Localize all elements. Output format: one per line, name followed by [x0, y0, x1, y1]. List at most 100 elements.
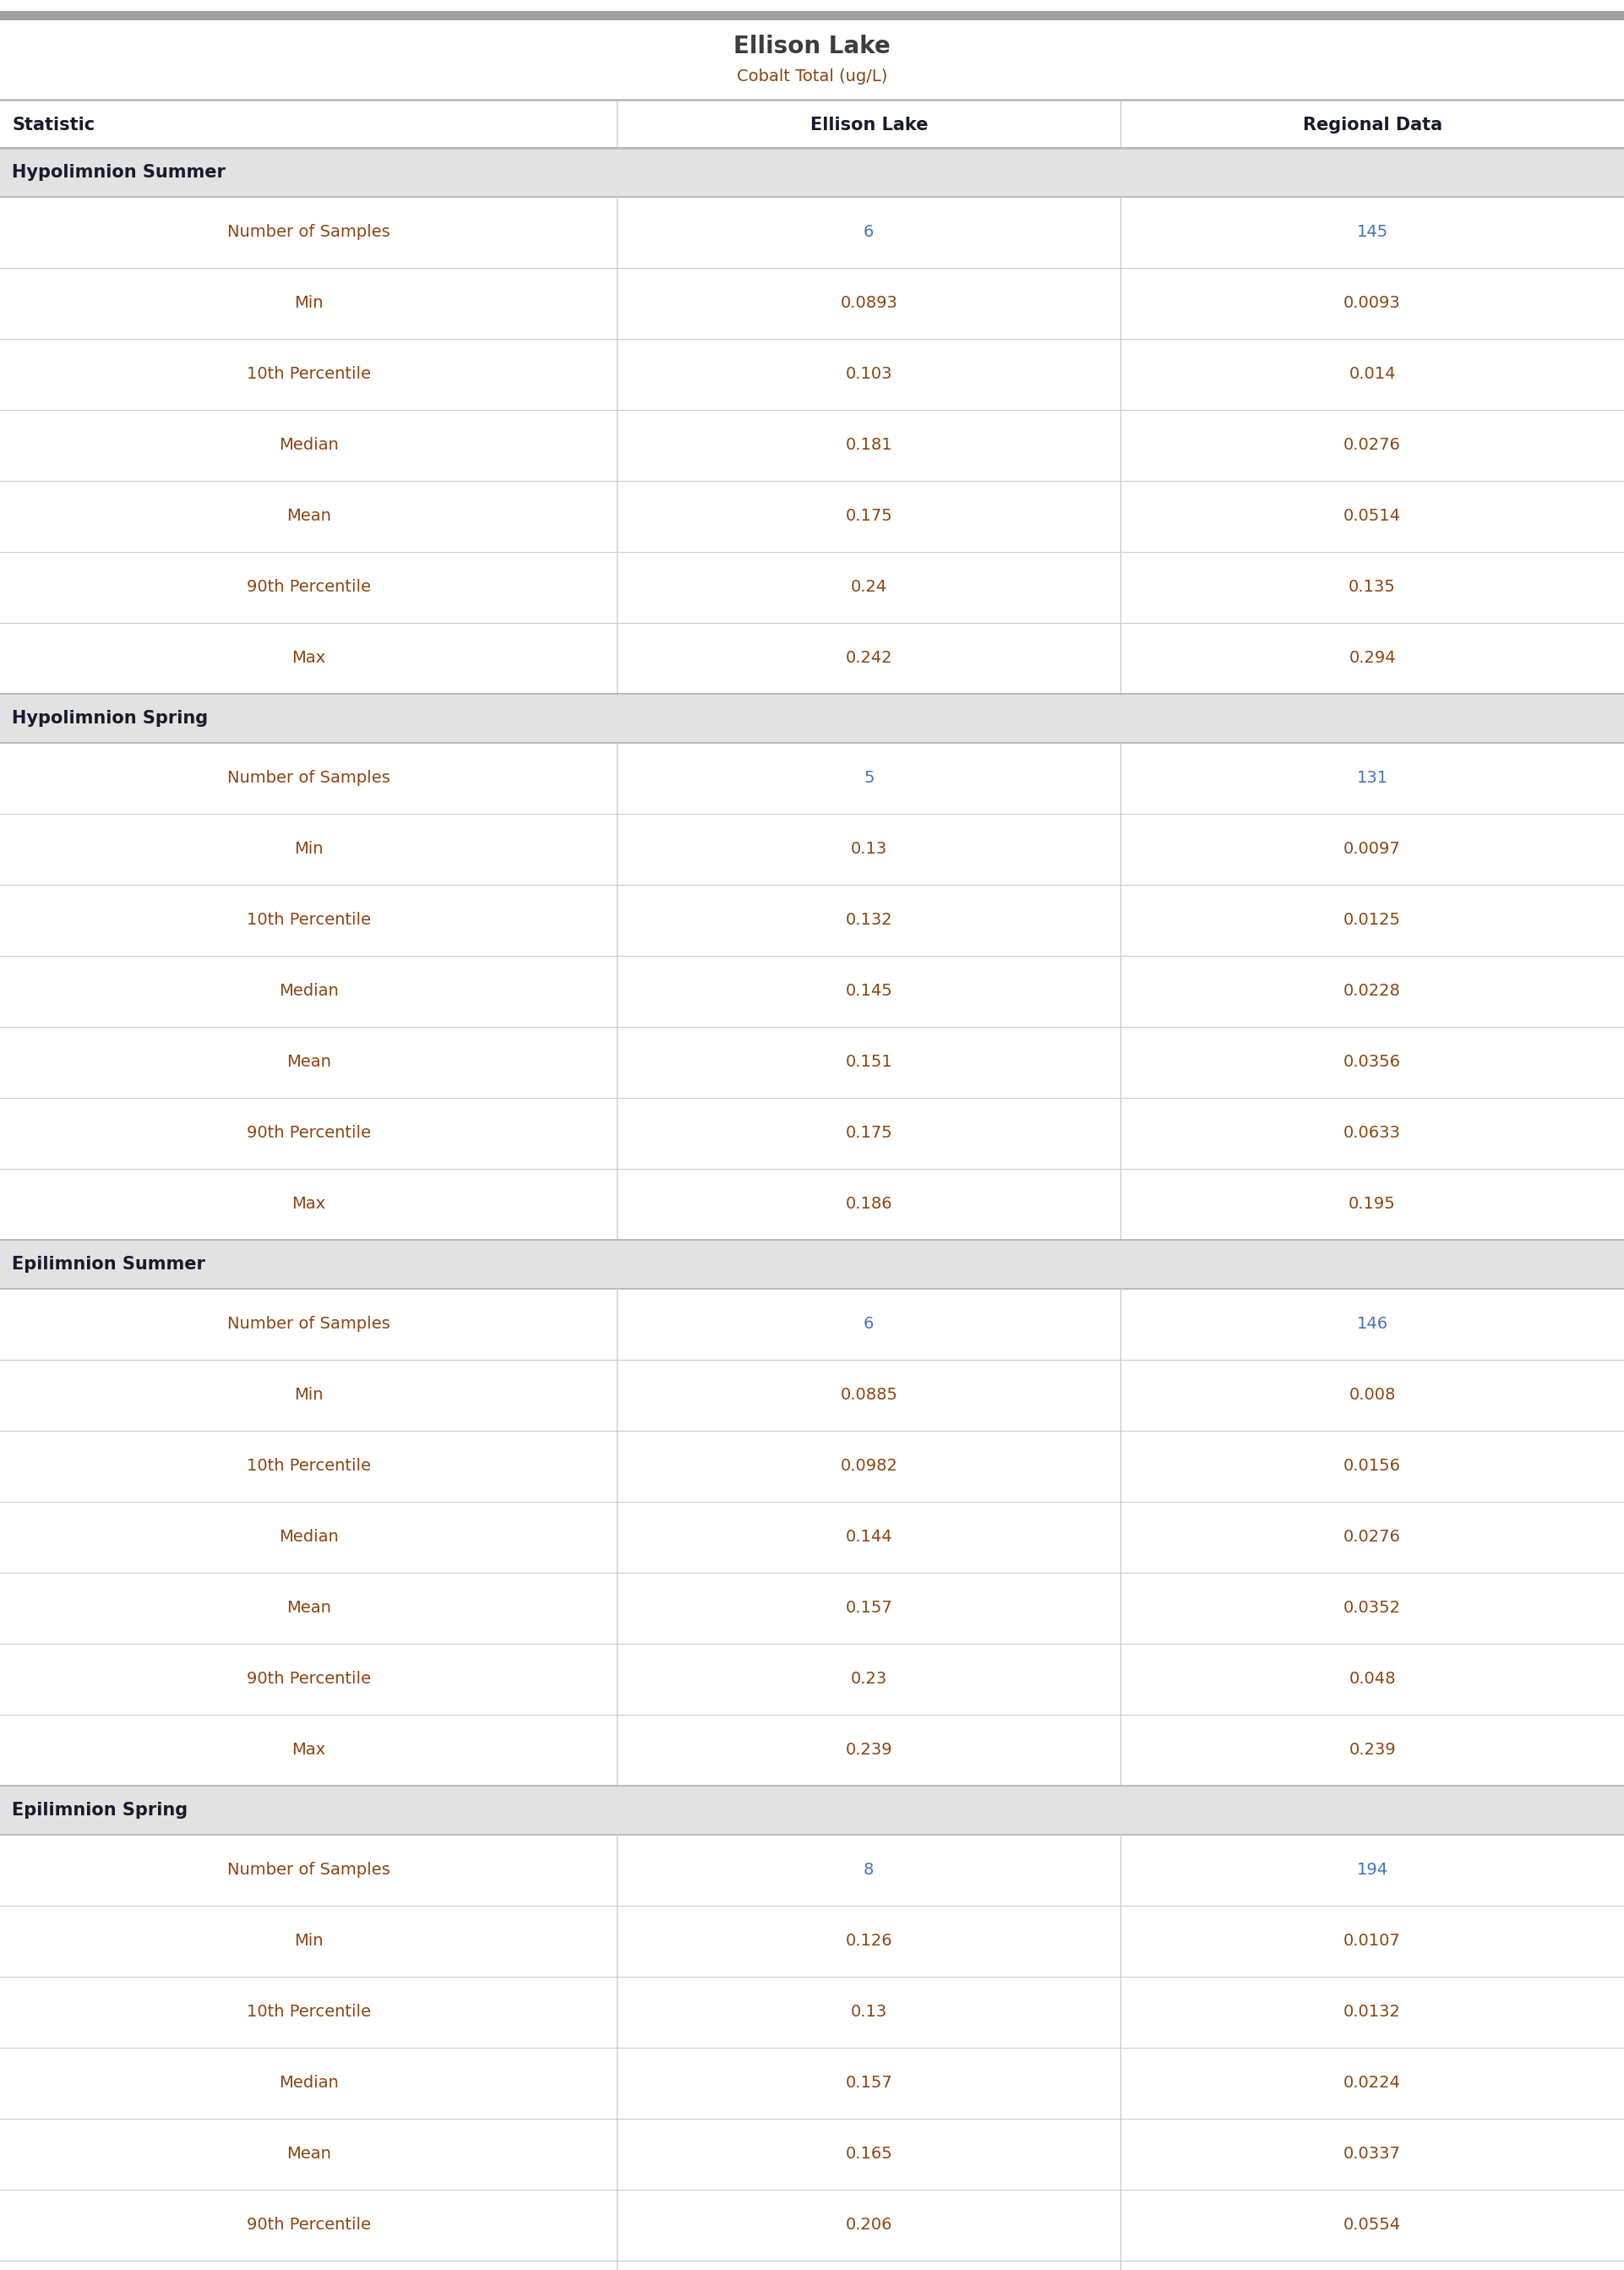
Text: 0.0097: 0.0097	[1343, 842, 1402, 858]
Bar	[0, 1360, 1624, 1430]
Bar	[0, 1169, 1624, 1239]
Text: 0.195: 0.195	[1348, 1196, 1397, 1212]
Text: 0.0125: 0.0125	[1343, 913, 1402, 928]
Text: 0.0224: 0.0224	[1343, 2075, 1402, 2091]
Text: 0.13: 0.13	[851, 842, 887, 858]
Bar	[0, 2191, 1624, 2261]
Text: 0.242: 0.242	[846, 649, 892, 667]
Bar	[0, 338, 1624, 411]
Text: Min: Min	[294, 1934, 323, 1950]
Bar	[0, 197, 1624, 268]
Text: 0.13: 0.13	[851, 2004, 887, 2020]
Text: Ellison Lake: Ellison Lake	[810, 116, 927, 134]
Text: 0.239: 0.239	[846, 1741, 892, 1759]
Bar	[0, 1099, 1624, 1169]
Text: 0.135: 0.135	[1348, 579, 1397, 595]
Text: 145: 145	[1356, 225, 1389, 241]
Text: Statistic: Statistic	[11, 116, 94, 134]
Bar	[0, 411, 1624, 481]
Text: Mean: Mean	[286, 1053, 331, 1071]
Text: 0.0093: 0.0093	[1343, 295, 1402, 311]
Text: 0.0356: 0.0356	[1343, 1053, 1402, 1071]
Bar	[0, 815, 1624, 885]
Text: 0.0132: 0.0132	[1343, 2004, 1402, 2020]
Text: Mean: Mean	[286, 508, 331, 524]
Bar	[0, 1643, 1624, 1714]
Text: 0.0156: 0.0156	[1343, 1457, 1402, 1473]
Text: 90th Percentile: 90th Percentile	[247, 1671, 370, 1687]
Bar	[0, 1573, 1624, 1643]
Text: Regional Data: Regional Data	[1302, 116, 1442, 134]
Bar	[0, 2118, 1624, 2191]
Text: Median: Median	[279, 438, 338, 454]
Text: 0.0276: 0.0276	[1343, 1530, 1402, 1546]
Text: 0.175: 0.175	[844, 508, 893, 524]
Text: 90th Percentile: 90th Percentile	[247, 1126, 370, 1142]
Text: 0.008: 0.008	[1350, 1387, 1395, 1403]
Text: 0.103: 0.103	[846, 365, 892, 381]
Text: Max: Max	[292, 1196, 325, 1212]
Text: 10th Percentile: 10th Percentile	[247, 1457, 370, 1473]
Bar	[0, 148, 1624, 197]
Bar	[0, 1714, 1624, 1786]
Text: Hypolimnion Spring: Hypolimnion Spring	[11, 711, 208, 726]
Text: Number of Samples: Number of Samples	[227, 225, 390, 241]
Text: Median: Median	[279, 983, 338, 999]
Text: Mean: Mean	[286, 2145, 331, 2163]
Text: Max: Max	[292, 1741, 325, 1759]
Bar	[0, 1907, 1624, 1977]
Text: 0.175: 0.175	[844, 1126, 893, 1142]
Bar	[0, 2261, 1624, 2270]
Text: Epilimnion Spring: Epilimnion Spring	[11, 1802, 188, 1818]
Text: 0.0276: 0.0276	[1343, 438, 1402, 454]
Bar	[0, 1503, 1624, 1573]
Text: Min: Min	[294, 842, 323, 858]
Text: Min: Min	[294, 295, 323, 311]
Text: 0.157: 0.157	[844, 1600, 893, 1616]
Text: 0.0554: 0.0554	[1343, 2218, 1402, 2234]
Text: Hypolimnion Summer: Hypolimnion Summer	[11, 163, 226, 182]
Bar	[0, 2048, 1624, 2118]
Bar	[0, 742, 1624, 815]
Text: 0.151: 0.151	[844, 1053, 893, 1071]
Bar	[0, 1430, 1624, 1503]
Bar	[0, 481, 1624, 552]
Text: 0.0982: 0.0982	[840, 1457, 898, 1473]
Text: 0.145: 0.145	[844, 983, 893, 999]
Text: Cobalt Total (ug/L): Cobalt Total (ug/L)	[737, 68, 887, 84]
Text: 0.048: 0.048	[1350, 1671, 1395, 1687]
Text: 131: 131	[1356, 770, 1389, 785]
Bar	[0, 1786, 1624, 1834]
Text: Ellison Lake: Ellison Lake	[734, 34, 890, 59]
Text: 0.144: 0.144	[846, 1530, 892, 1546]
Text: Number of Samples: Number of Samples	[227, 770, 390, 785]
Text: 10th Percentile: 10th Percentile	[247, 913, 370, 928]
Text: 10th Percentile: 10th Percentile	[247, 365, 370, 381]
Bar	[0, 622, 1624, 695]
Text: 0.239: 0.239	[1350, 1741, 1395, 1759]
Text: Number of Samples: Number of Samples	[227, 1317, 390, 1332]
Bar	[0, 1834, 1624, 1907]
Text: 0.0633: 0.0633	[1343, 1126, 1402, 1142]
Text: 0.132: 0.132	[846, 913, 892, 928]
Text: Min: Min	[294, 1387, 323, 1403]
Text: 0.0352: 0.0352	[1343, 1600, 1402, 1616]
Text: Number of Samples: Number of Samples	[227, 1861, 390, 1877]
Text: 0.23: 0.23	[851, 1671, 887, 1687]
Text: Median: Median	[279, 1530, 338, 1546]
Text: 5: 5	[864, 770, 874, 785]
Text: 8: 8	[864, 1861, 874, 1877]
Text: 0.0893: 0.0893	[840, 295, 898, 311]
Text: 0.181: 0.181	[846, 438, 892, 454]
Text: 146: 146	[1356, 1317, 1389, 1332]
Text: 6: 6	[864, 1317, 874, 1332]
Text: 194: 194	[1356, 1861, 1389, 1877]
Bar	[0, 1289, 1624, 1360]
Text: 10th Percentile: 10th Percentile	[247, 2004, 370, 2020]
Text: 0.126: 0.126	[846, 1934, 892, 1950]
Bar	[0, 1026, 1624, 1099]
Text: 0.0885: 0.0885	[840, 1387, 898, 1403]
Bar	[0, 552, 1624, 622]
Text: Max: Max	[292, 649, 325, 667]
Text: 90th Percentile: 90th Percentile	[247, 579, 370, 595]
